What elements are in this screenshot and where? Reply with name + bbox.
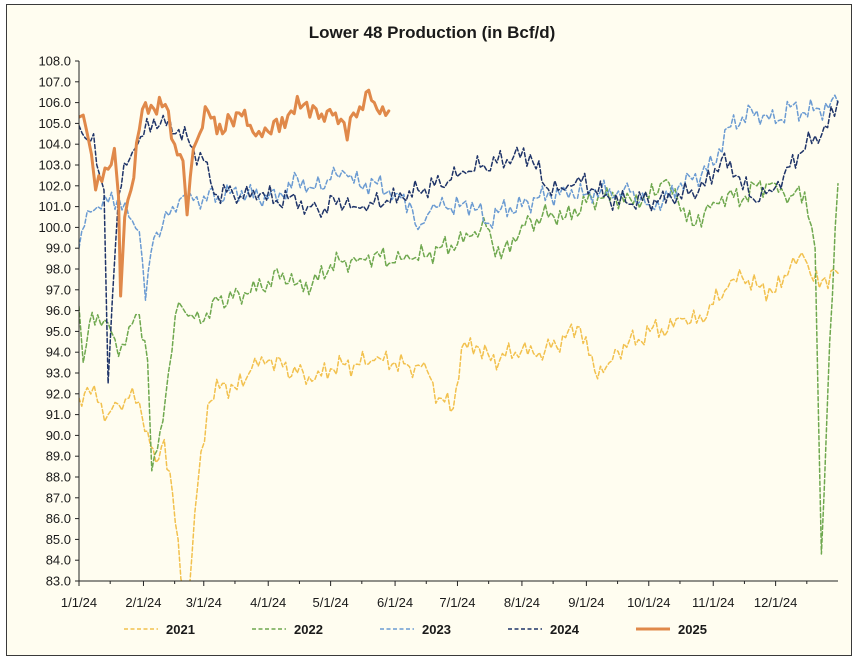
x-tick-label: 5/1/24: [313, 595, 349, 610]
chart-title: Lower 48 Production (in Bcf/d): [309, 23, 556, 42]
y-tick-label: 106.0: [38, 95, 71, 110]
x-tick-label: 11/1/24: [692, 595, 734, 610]
legend-label-2024: 2024: [550, 622, 580, 637]
series-line-2022: [79, 178, 839, 555]
x-tick-label: 8/1/24: [504, 595, 540, 610]
y-tick-label: 86.0: [46, 511, 71, 526]
y-tick-label: 88.0: [46, 470, 71, 485]
x-tick-label: 12/1/24: [754, 595, 797, 610]
x-tick-label: 9/1/24: [568, 595, 604, 610]
x-tick-label: 1/1/24: [61, 595, 97, 610]
y-tick-label: 84.0: [46, 553, 71, 568]
x-tick-label: 4/1/24: [250, 595, 286, 610]
legend-label-2021: 2021: [166, 622, 195, 637]
series-line-2023: [79, 94, 839, 301]
x-tick-label: 10/1/24: [627, 595, 670, 610]
legend: 2021 2022 2023 2024 2025: [124, 622, 707, 637]
y-tick-label: 100.0: [38, 220, 71, 235]
y-tick-label: 89.0: [46, 449, 71, 464]
x-tick-label: 3/1/24: [186, 595, 222, 610]
axis-layer: 83.0 84.0 85.0 86.0 87.0 88.0 89.0 90.0 91.0 92.0…: [38, 54, 838, 610]
y-tick-label: 99.0: [46, 241, 71, 256]
legend-label-2022: 2022: [294, 622, 323, 637]
y-tick-label: 102.0: [38, 178, 71, 193]
y-tick-label: 85.0: [46, 532, 71, 547]
series-line-2025: [79, 88, 391, 298]
x-tick-label: 6/1/24: [377, 595, 413, 610]
y-tick-label: 96.0: [46, 303, 71, 318]
y-tick-label: 104.0: [38, 137, 71, 152]
x-tick-label: 7/1/24: [439, 595, 475, 610]
y-tick-label: 92.0: [46, 386, 71, 401]
y-tick-label: 103.0: [38, 158, 71, 173]
legend-label-2023: 2023: [422, 622, 451, 637]
y-tick-label: 91.0: [46, 407, 71, 422]
y-tick-label: 98.0: [46, 262, 71, 277]
y-tick-label: 83.0: [46, 574, 71, 589]
y-tick-label: 95.0: [46, 324, 71, 339]
series-line-2021: [79, 252, 839, 581]
series-layer: [79, 88, 839, 581]
series-line-2024: [79, 99, 839, 385]
legend-label-2025: 2025: [678, 622, 707, 637]
y-tick-label: 93.0: [46, 366, 71, 381]
y-tick-label: 108.0: [38, 54, 71, 69]
y-tick-label: 94.0: [46, 345, 71, 360]
y-tick-label: 87.0: [46, 490, 71, 505]
y-tick-label: 97.0: [46, 282, 71, 297]
y-tick-label: 107.0: [38, 74, 71, 89]
y-tick-label: 105.0: [38, 116, 71, 131]
y-tick-label: 101.0: [38, 199, 71, 214]
x-tick-label: 2/1/24: [125, 595, 161, 610]
y-tick-label: 90.0: [46, 428, 71, 443]
